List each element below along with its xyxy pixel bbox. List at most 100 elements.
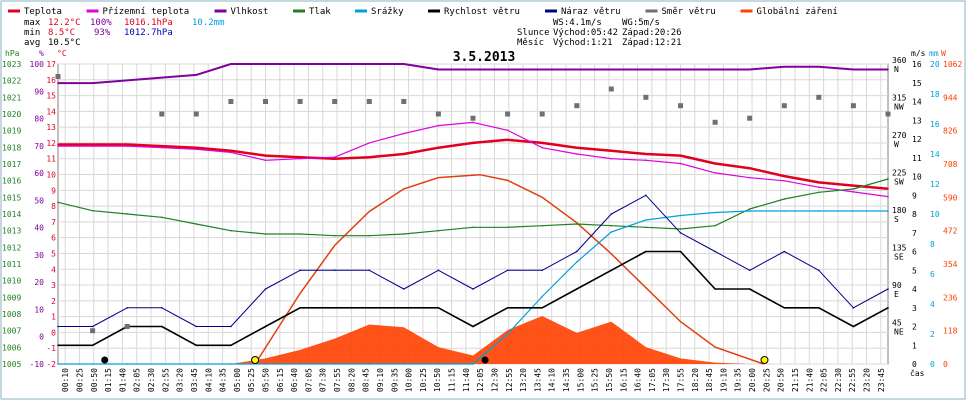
data-point — [852, 188, 855, 190]
series-ground-temperature — [58, 121, 889, 198]
press-tick: 1015 — [2, 193, 21, 202]
data-point — [195, 344, 198, 347]
data-point — [437, 269, 440, 272]
legend-label: Teplota — [24, 7, 62, 17]
data-point — [679, 68, 682, 71]
dir-tick: 270 — [892, 131, 907, 140]
data-point — [679, 250, 682, 253]
data-point — [368, 63, 371, 65]
data-point — [368, 307, 371, 309]
data-point — [576, 288, 578, 290]
data-point — [195, 325, 198, 328]
hum-tick: 50 — [34, 196, 44, 205]
press-tick: 1009 — [2, 293, 21, 302]
data-point — [264, 288, 267, 290]
data-point — [126, 79, 128, 82]
data-point — [403, 363, 405, 365]
data-point — [645, 68, 647, 71]
data-point — [714, 172, 716, 174]
temp-tick: 9 — [51, 186, 56, 195]
rain-tick: 8 — [930, 240, 935, 249]
temp-tick: 16 — [46, 76, 56, 85]
series-global-radiation-area — [230, 316, 750, 364]
wind-direction-point — [193, 111, 199, 117]
stat-value: min — [24, 28, 40, 38]
data-point — [506, 269, 509, 272]
press-tick: 1016 — [2, 177, 21, 186]
dir-label: NW — [894, 103, 904, 112]
hum-tick: 40 — [34, 224, 44, 233]
data-point — [818, 186, 820, 188]
rad-tick: 0 — [943, 360, 948, 369]
data-point — [437, 68, 440, 71]
wind-tick: 2 — [912, 323, 917, 332]
x-tick-label: 22:55 — [848, 368, 857, 392]
data-point — [91, 325, 94, 328]
wind-tick: 4 — [912, 285, 917, 294]
data-point — [333, 269, 336, 272]
x-tick-label: 01:15 — [104, 368, 113, 392]
data-point — [818, 181, 820, 184]
data-point — [195, 148, 198, 151]
hum-tick: 80 — [34, 115, 44, 124]
data-point — [91, 82, 94, 84]
data-point — [437, 146, 440, 149]
dir-tick: 225 — [892, 169, 907, 178]
data-point — [264, 233, 267, 235]
data-point — [230, 63, 232, 65]
data-point — [610, 150, 613, 152]
data-point — [126, 213, 128, 215]
dir-tick: 135 — [892, 244, 907, 253]
data-point — [230, 363, 232, 365]
x-tick-label: 10:00 — [405, 368, 414, 392]
data-point — [887, 288, 889, 290]
data-point — [852, 210, 855, 212]
rain-tick: 18 — [930, 90, 940, 99]
data-point — [748, 68, 751, 71]
temp-unit: °C — [57, 49, 67, 58]
data-point — [299, 157, 301, 160]
dir-tick: 315 — [892, 94, 907, 103]
data-point — [748, 208, 751, 210]
x-tick-label: 23:20 — [863, 368, 872, 392]
data-point — [403, 233, 405, 235]
data-point — [368, 156, 371, 158]
temp-tick: 10 — [46, 171, 56, 180]
temp-tick: 3 — [51, 281, 56, 290]
legend-label: Rychlost větru — [444, 7, 520, 17]
wind-direction-point — [885, 111, 891, 117]
temp-tick: 0 — [51, 328, 56, 337]
stat-value: 1012.7hPa — [124, 28, 173, 38]
data-point — [852, 307, 855, 309]
wind-direction-point — [228, 99, 234, 104]
rad-tick: 590 — [943, 193, 958, 202]
x-tick-label: 22:30 — [834, 368, 843, 392]
x-tick-label: 16:40 — [634, 368, 643, 392]
data-point — [783, 175, 786, 177]
data-point — [403, 307, 405, 309]
press-tick: 1017 — [2, 160, 21, 169]
x-tick-label: 22:05 — [820, 368, 829, 392]
data-point — [679, 232, 682, 234]
wind-tick: 3 — [912, 304, 917, 313]
rain-tick: 12 — [930, 180, 940, 189]
x-tick-label: 19:35 — [734, 368, 743, 392]
x-tick-label: 18:20 — [691, 368, 700, 392]
data-point — [472, 121, 474, 124]
x-tick-label: 23:45 — [877, 368, 886, 392]
temp-tick: 2 — [51, 297, 56, 306]
data-point — [230, 229, 232, 232]
rad-tick: 1062 — [943, 60, 962, 69]
data-point — [403, 288, 405, 290]
data-point — [818, 65, 820, 68]
wind-direction-point — [366, 99, 372, 104]
wind-direction-point — [781, 103, 787, 109]
wind-tick: 5 — [912, 266, 917, 275]
dir-label: N — [894, 65, 899, 74]
data-point — [783, 307, 786, 309]
x-tick-label: 05:25 — [247, 368, 256, 392]
hum-tick: 60 — [34, 169, 44, 178]
x-tick-label: 13:45 — [533, 368, 542, 392]
dir-label: W — [894, 140, 899, 149]
